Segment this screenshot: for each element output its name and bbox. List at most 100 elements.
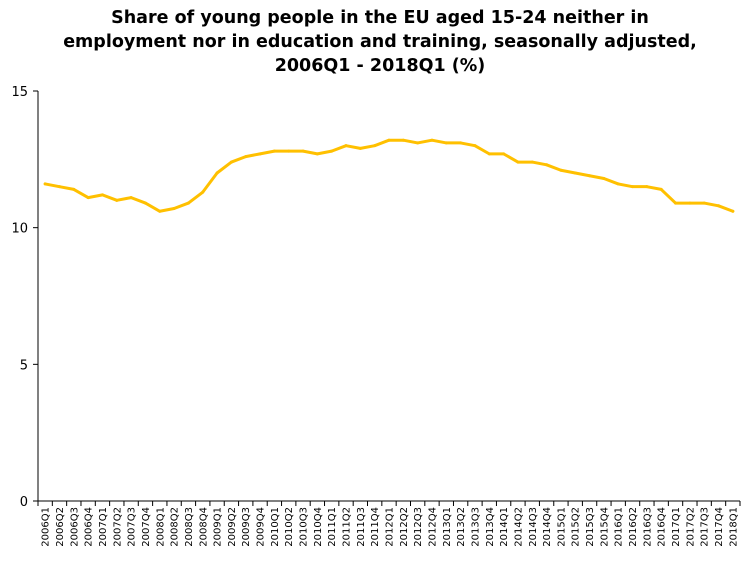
x-tick-label: 2016Q3 <box>642 507 653 547</box>
x-tick-label: 2016Q2 <box>628 507 639 547</box>
data-point <box>588 174 592 178</box>
x-tick-label: 2013Q3 <box>470 507 481 547</box>
data-point <box>688 201 692 205</box>
x-tick-label: 2010Q2 <box>284 507 295 547</box>
chart-title: Share of young people in the EU aged 15-… <box>63 8 697 76</box>
data-point <box>287 149 291 153</box>
data-point <box>473 144 477 148</box>
data-point <box>172 207 176 211</box>
data-point <box>373 144 377 148</box>
y-tick-label: 0 <box>20 495 28 510</box>
x-tick-label: 2012Q4 <box>427 507 438 547</box>
data-point <box>358 146 362 150</box>
x-tick-label: 2007Q4 <box>141 507 152 547</box>
x-tick-label: 2014Q4 <box>542 507 553 547</box>
data-point <box>401 138 405 142</box>
x-tick-label: 2008Q2 <box>170 507 181 547</box>
data-point <box>129 196 133 200</box>
data-point <box>115 198 119 202</box>
x-tick-label: 2009Q4 <box>256 507 267 547</box>
x-tick-label: 2012Q1 <box>385 507 396 547</box>
data-point <box>229 160 233 164</box>
data-point <box>573 171 577 175</box>
y-tick-group: 0 5 10 15 <box>11 85 38 510</box>
data-point <box>344 144 348 148</box>
data-point <box>702 201 706 205</box>
data-point <box>659 187 663 191</box>
x-tick-label: 2011Q1 <box>327 507 338 547</box>
data-point <box>416 141 420 145</box>
data-point <box>645 185 649 189</box>
x-tick-group: 2006Q1 2006Q2 2006Q3 2006Q4 2007Q1 2007Q2 2007… <box>37 501 741 547</box>
x-tick-label: 2011Q3 <box>356 507 367 547</box>
x-tick-label: 2006Q2 <box>55 507 66 547</box>
x-tick-label: 2007Q2 <box>112 507 123 547</box>
data-point <box>201 190 205 194</box>
x-tick-label: 2009Q1 <box>213 507 224 547</box>
y-tick-label: 10 <box>11 222 28 237</box>
data-point <box>430 138 434 142</box>
data-point <box>72 187 76 191</box>
x-tick-label: 2017Q1 <box>671 507 682 547</box>
data-point <box>530 160 534 164</box>
data-point <box>143 201 147 205</box>
x-tick-label: 2011Q4 <box>370 507 381 547</box>
data-point <box>301 149 305 153</box>
x-tick-label: 2007Q3 <box>127 507 138 547</box>
data-point-group <box>43 138 735 213</box>
x-tick-label: 2006Q3 <box>69 507 80 547</box>
data-point <box>100 193 104 197</box>
x-tick-label: 2015Q4 <box>599 507 610 547</box>
x-tick-label: 2013Q2 <box>456 507 467 547</box>
x-tick-label: 2009Q2 <box>227 507 238 547</box>
data-point <box>57 185 61 189</box>
x-tick-label: 2012Q2 <box>399 507 410 547</box>
x-tick-label: 2011Q2 <box>342 507 353 547</box>
data-point <box>86 196 90 200</box>
x-tick-label: 2012Q3 <box>413 507 424 547</box>
data-point <box>559 168 563 172</box>
data-point <box>731 209 735 213</box>
data-point <box>459 141 463 145</box>
data-point <box>631 185 635 189</box>
x-tick-label: 2014Q2 <box>513 507 524 547</box>
data-point <box>158 209 162 213</box>
data-point <box>674 201 678 205</box>
x-tick-label: 2015Q3 <box>585 507 596 547</box>
x-tick-label: 2017Q2 <box>685 507 696 547</box>
x-tick-label: 2013Q4 <box>485 507 496 547</box>
data-point <box>244 155 248 159</box>
data-point <box>186 201 190 205</box>
y-tick-label: 15 <box>11 85 28 100</box>
data-point <box>602 176 606 180</box>
x-tick-label: 2018Q1 <box>728 507 739 547</box>
y-tick-label: 5 <box>20 358 28 373</box>
data-point <box>315 152 319 156</box>
x-tick-label: 2010Q3 <box>299 507 310 547</box>
x-tick-label: 2014Q1 <box>499 507 510 547</box>
series-line <box>43 138 735 213</box>
x-tick-label: 2007Q1 <box>98 507 109 547</box>
x-tick-label: 2006Q1 <box>41 507 52 547</box>
data-point <box>387 138 391 142</box>
data-point <box>258 152 262 156</box>
x-tick-label: 2014Q3 <box>528 507 539 547</box>
data-point <box>444 141 448 145</box>
x-tick-label: 2010Q1 <box>270 507 281 547</box>
x-tick-label: 2008Q1 <box>155 507 166 547</box>
data-point <box>43 182 47 186</box>
data-point <box>545 163 549 167</box>
x-tick-label: 2016Q1 <box>614 507 625 547</box>
data-point <box>717 204 721 208</box>
data-point <box>272 149 276 153</box>
x-tick-label: 2015Q2 <box>571 507 582 547</box>
data-point <box>215 171 219 175</box>
x-tick-label: 2016Q4 <box>657 507 668 547</box>
x-tick-label: 2008Q4 <box>198 507 209 547</box>
data-point <box>487 152 491 156</box>
x-tick-label: 2017Q4 <box>714 507 725 547</box>
data-point <box>502 152 506 156</box>
x-tick-label: 2006Q4 <box>84 507 95 547</box>
x-tick-label: 2017Q3 <box>700 507 711 547</box>
